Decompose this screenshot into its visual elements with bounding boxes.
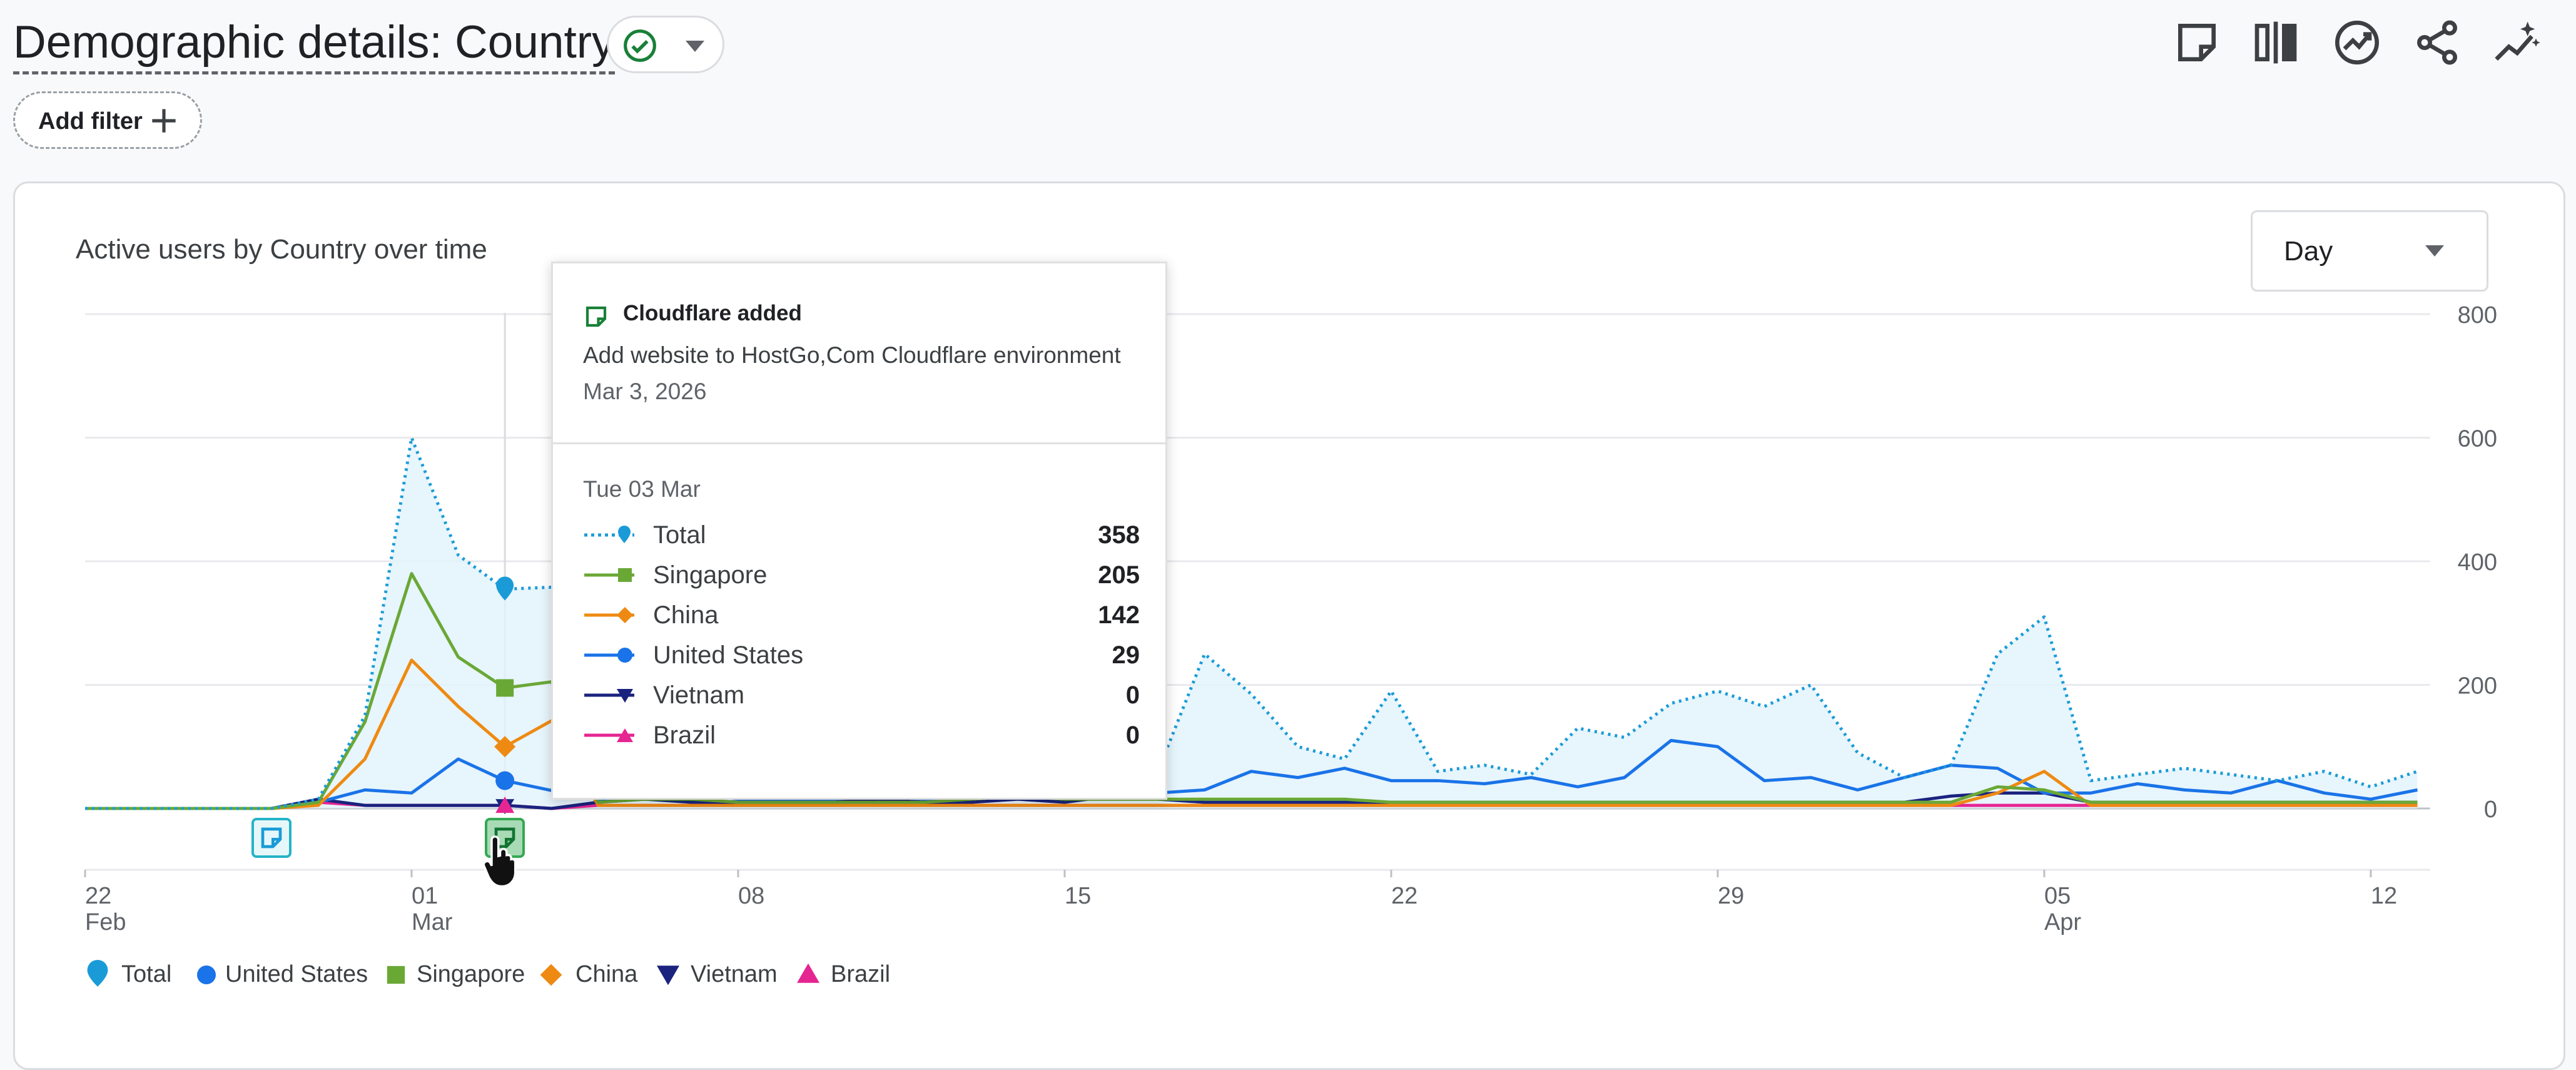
annotation-title: Cloudflare added	[623, 301, 802, 325]
triangle-up-marker-icon	[584, 728, 634, 742]
share-icon[interactable]	[2412, 18, 2462, 68]
x-tick-label: 12	[2371, 883, 2397, 909]
x-tick-label: 22	[1391, 883, 1417, 909]
annotation-date: Mar 3, 2026	[583, 379, 707, 404]
circle-marker-icon	[584, 648, 634, 663]
check-circle-icon	[624, 29, 656, 62]
series-line-china	[85, 658, 2418, 810]
hand-cursor-icon	[482, 835, 517, 888]
add-filter-label: Add filter	[38, 108, 143, 135]
triangle-down-marker-icon	[657, 966, 679, 986]
y-tick-label: 200	[2458, 673, 2497, 700]
plus-icon	[152, 109, 176, 133]
pin-marker-icon	[87, 960, 108, 987]
tooltip-day: Tue 03 Mar	[583, 476, 701, 502]
tooltip-row-singapore: Singapore 205	[583, 556, 1140, 594]
triangle-down-marker-icon	[584, 689, 634, 703]
point-marker-united-states	[495, 771, 515, 790]
series-line-total	[85, 436, 2418, 810]
x-tick-label: 05	[2044, 883, 2071, 909]
point-marker-total	[496, 576, 514, 601]
y-tick-label: 600	[2458, 426, 2497, 452]
status-dropdown[interactable]	[607, 16, 724, 73]
x-tick-label: 29	[1718, 883, 1744, 909]
square-marker-icon	[584, 568, 634, 582]
chevron-down-icon	[686, 41, 704, 52]
x-tick-label: 15	[1065, 883, 1091, 909]
series-line-vietnam	[85, 791, 2418, 810]
diamond-marker-icon	[540, 964, 562, 986]
series-line-singapore	[85, 572, 2418, 810]
point-marker-china	[494, 736, 516, 758]
circle-marker-icon	[197, 966, 216, 984]
tooltip-row-total: Total 358	[583, 516, 1140, 554]
granularity-value: Day	[2284, 236, 2333, 267]
x-tick-sublabel: Mar	[412, 909, 453, 935]
x-tick-label: 22	[85, 883, 111, 909]
point-marker-brazil	[495, 797, 515, 813]
y-tick-label: 400	[2458, 549, 2497, 576]
series-line-united-states	[85, 738, 2418, 810]
total-area	[85, 437, 2418, 808]
y-tick-label: 800	[2458, 302, 2497, 329]
y-tick-label: 0	[2484, 797, 2497, 823]
tooltip-row-united-states: United States 29	[583, 636, 1140, 674]
triangle-up-marker-icon	[797, 963, 819, 983]
granularity-select[interactable]: Day	[2251, 210, 2488, 292]
x-tick-sublabel: Feb	[85, 909, 126, 935]
point-marker-singapore	[496, 679, 514, 697]
sparkle-icon[interactable]	[2492, 18, 2542, 68]
compare-icon[interactable]	[2251, 18, 2301, 68]
chevron-down-icon	[2425, 245, 2444, 257]
pin-marker-icon	[584, 526, 634, 543]
add-filter-button[interactable]: Add filter	[13, 91, 202, 149]
square-marker-icon	[387, 966, 405, 984]
tooltip-row-china: China 142	[583, 596, 1140, 634]
tooltip-divider	[553, 442, 1165, 444]
insights-icon[interactable]	[2332, 18, 2382, 68]
tooltip-row-brazil: Brazil 0	[583, 716, 1140, 754]
page-title[interactable]: Demographic details: Country	[13, 14, 615, 74]
annotation-icon[interactable]	[2172, 18, 2222, 68]
x-tick-sublabel: Apr	[2044, 909, 2081, 935]
chart-tooltip: Cloudflare added Add website to HostGo,C…	[551, 262, 1167, 800]
x-tick-label: 01	[412, 883, 438, 909]
tooltip-row-vietnam: Vietnam 0	[583, 676, 1140, 714]
annotation-icon	[261, 827, 282, 848]
annotation-description: Add website to HostGo,Com Cloudflare env…	[583, 342, 1121, 368]
chart-title: Active users by Country over time	[76, 234, 487, 265]
diamond-marker-icon	[584, 607, 634, 623]
annotation-marker[interactable]	[251, 818, 292, 858]
x-tick-label: 08	[738, 883, 764, 909]
annotation-icon	[586, 306, 607, 327]
